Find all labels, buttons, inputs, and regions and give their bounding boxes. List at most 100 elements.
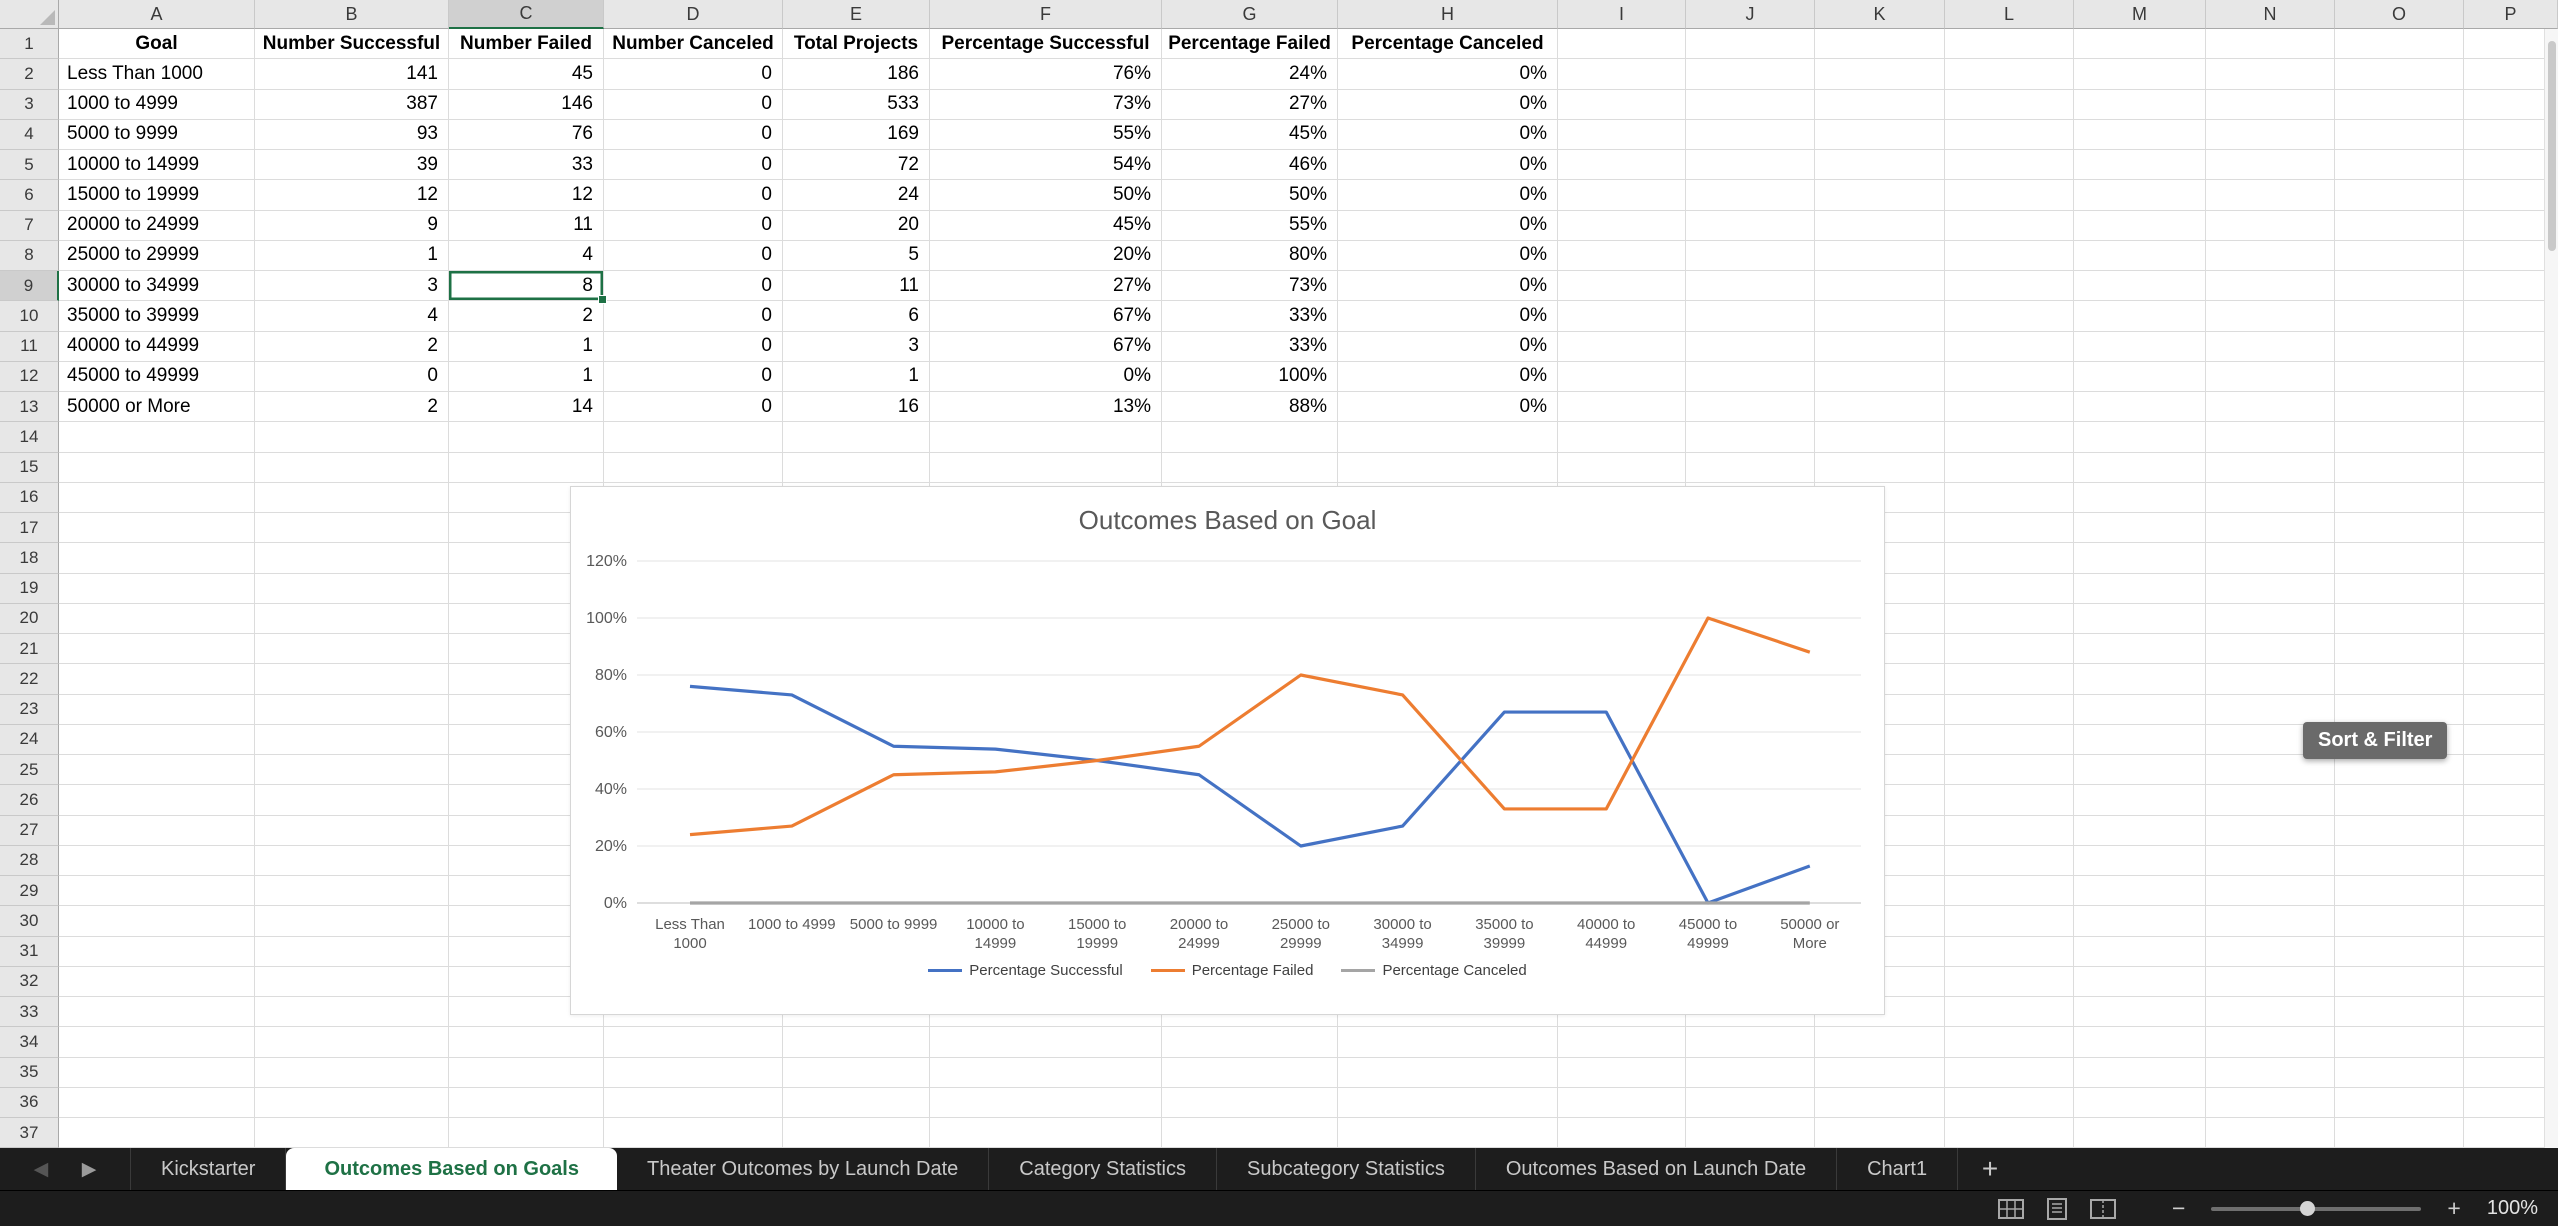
cell-G11[interactable]: 33% [1162,331,1338,362]
cell-J11[interactable] [1686,331,1815,362]
cell-M27[interactable] [2074,815,2206,846]
cell-I13[interactable] [1558,392,1686,423]
cell-A2[interactable]: Less Than 1000 [59,59,255,90]
cell-M16[interactable] [2074,482,2206,513]
row-header-16[interactable]: 16 [0,482,59,513]
cell-K6[interactable] [1815,180,1945,211]
cell-L27[interactable] [1945,815,2074,846]
cell-M10[interactable] [2074,301,2206,332]
cell-C10[interactable]: 2 [449,301,604,332]
cell-C36[interactable] [449,1087,604,1118]
cell-C13[interactable]: 14 [449,392,604,423]
cell-N19[interactable] [2206,573,2335,604]
cell-A10[interactable]: 35000 to 39999 [59,301,255,332]
cell-E4[interactable]: 169 [783,119,930,150]
cell-M5[interactable] [2074,150,2206,181]
cell-O3[interactable] [2335,89,2464,120]
cell-M14[interactable] [2074,422,2206,453]
cell-H4[interactable]: 0% [1338,119,1558,150]
cell-I6[interactable] [1558,180,1686,211]
cell-I15[interactable] [1558,452,1686,483]
cell-I5[interactable] [1558,150,1686,181]
cell-D6[interactable]: 0 [604,180,783,211]
sheet-tab-subcategory-statistics[interactable]: Subcategory Statistics [1217,1148,1476,1190]
cell-N36[interactable] [2206,1087,2335,1118]
cell-O13[interactable] [2335,392,2464,423]
cell-J5[interactable] [1686,150,1815,181]
cell-E6[interactable]: 24 [783,180,930,211]
cell-E34[interactable] [783,1027,930,1058]
cell-I37[interactable] [1558,1118,1686,1148]
cell-F12[interactable]: 0% [930,361,1162,392]
cell-A37[interactable] [59,1118,255,1148]
cell-F36[interactable] [930,1087,1162,1118]
cell-L18[interactable] [1945,543,2074,574]
cell-G3[interactable]: 27% [1162,89,1338,120]
cell-G9[interactable]: 73% [1162,271,1338,302]
cell-L36[interactable] [1945,1087,2074,1118]
cell-K4[interactable] [1815,119,1945,150]
cell-A6[interactable]: 15000 to 19999 [59,180,255,211]
row-header-13[interactable]: 13 [0,392,59,423]
tab-nav-left-icon[interactable]: ◀ [33,1158,49,1180]
cell-L19[interactable] [1945,573,2074,604]
cell-E5[interactable]: 72 [783,150,930,181]
cell-A4[interactable]: 5000 to 9999 [59,119,255,150]
cell-B11[interactable]: 2 [255,331,449,362]
cell-F8[interactable]: 20% [930,240,1162,271]
cell-G14[interactable] [1162,422,1338,453]
cell-N5[interactable] [2206,150,2335,181]
row-header-32[interactable]: 32 [0,966,59,997]
cell-H12[interactable]: 0% [1338,361,1558,392]
cell-H34[interactable] [1338,1027,1558,1058]
cell-D35[interactable] [604,1057,783,1088]
cell-J35[interactable] [1686,1057,1815,1088]
chart-outcomes-based-on-goal[interactable]: Outcomes Based on Goal 0% 20% 40% 60% 80% 100… [570,486,1885,1015]
cell-L11[interactable] [1945,331,2074,362]
cell-K15[interactable] [1815,452,1945,483]
cell-C7[interactable]: 11 [449,210,604,241]
cell-O27[interactable] [2335,815,2464,846]
cell-E37[interactable] [783,1118,930,1148]
cell-A36[interactable] [59,1087,255,1118]
cell-M20[interactable] [2074,603,2206,634]
column-header-A[interactable]: A [59,0,255,29]
cell-O37[interactable] [2335,1118,2464,1148]
cell-K10[interactable] [1815,301,1945,332]
cell-O32[interactable] [2335,966,2464,997]
cell-E36[interactable] [783,1087,930,1118]
cell-N31[interactable] [2206,936,2335,967]
cell-K14[interactable] [1815,422,1945,453]
cell-B25[interactable] [255,755,449,786]
cell-B3[interactable]: 387 [255,89,449,120]
row-header-11[interactable]: 11 [0,331,59,362]
cell-M35[interactable] [2074,1057,2206,1088]
cell-A16[interactable] [59,482,255,513]
cell-N29[interactable] [2206,876,2335,907]
cell-D7[interactable]: 0 [604,210,783,241]
cell-O25[interactable] [2335,755,2464,786]
row-header-1[interactable]: 1 [0,29,59,60]
cell-A9[interactable]: 30000 to 34999 [59,271,255,302]
cell-M11[interactable] [2074,331,2206,362]
sheet-tab-outcomes-based-on-goals[interactable]: Outcomes Based on Goals [286,1148,617,1190]
cell-B32[interactable] [255,966,449,997]
row-header-35[interactable]: 35 [0,1057,59,1088]
column-header-M[interactable]: M [2074,0,2206,29]
cell-D4[interactable]: 0 [604,119,783,150]
cell-J8[interactable] [1686,240,1815,271]
cell-C12[interactable]: 1 [449,361,604,392]
cell-L4[interactable] [1945,119,2074,150]
zoom-out-icon[interactable]: − [2171,1195,2186,1221]
cell-F35[interactable] [930,1057,1162,1088]
cell-H6[interactable]: 0% [1338,180,1558,211]
cell-M36[interactable] [2074,1087,2206,1118]
cell-O19[interactable] [2335,573,2464,604]
cell-I4[interactable] [1558,119,1686,150]
column-header-E[interactable]: E [783,0,930,29]
cell-G7[interactable]: 55% [1162,210,1338,241]
cell-D36[interactable] [604,1087,783,1118]
cell-N17[interactable] [2206,513,2335,544]
cell-O17[interactable] [2335,513,2464,544]
cell-H7[interactable]: 0% [1338,210,1558,241]
